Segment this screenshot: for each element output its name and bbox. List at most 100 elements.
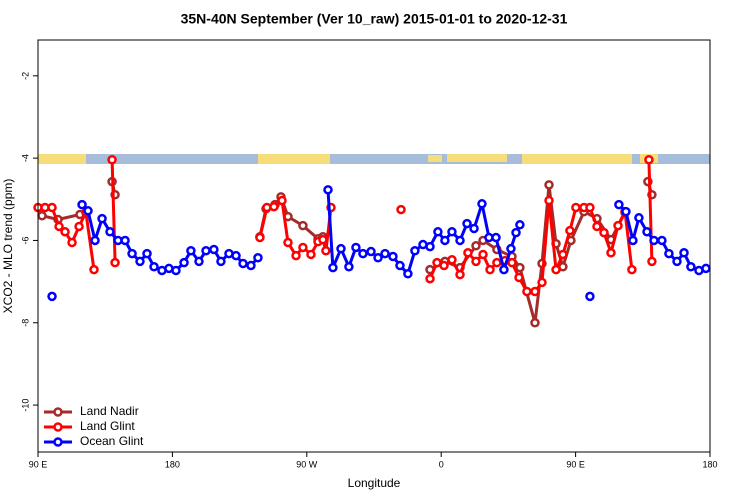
data-point	[90, 235, 100, 246]
data-point	[628, 235, 638, 246]
data-point	[396, 204, 406, 215]
data-point	[67, 237, 77, 248]
data-point	[120, 235, 130, 246]
data-point	[344, 262, 354, 272]
data-point	[471, 256, 481, 267]
data-point	[477, 199, 487, 209]
data-point	[672, 256, 682, 267]
y-tick-label: -2	[20, 72, 30, 80]
data-point	[142, 248, 152, 259]
data-point	[642, 227, 652, 237]
data-point	[515, 220, 525, 230]
data-point	[127, 248, 137, 259]
data-point	[89, 264, 99, 275]
data-point	[530, 286, 540, 297]
data-point	[105, 227, 115, 237]
data-point	[246, 260, 256, 271]
data-point	[194, 256, 204, 267]
data-point	[216, 256, 226, 267]
data-point	[657, 235, 667, 246]
data-point	[238, 258, 248, 269]
data-point	[491, 232, 501, 243]
y-tick-label: -8	[20, 319, 30, 327]
data-point	[37, 210, 47, 221]
x-tick-label: 180	[702, 459, 717, 469]
data-point	[97, 213, 107, 224]
data-point	[283, 237, 293, 248]
data-point	[613, 220, 623, 231]
data-point	[110, 257, 120, 268]
x-tick-label: 90 W	[296, 459, 318, 469]
x-tick-label: 90 E	[566, 459, 585, 469]
data-point	[644, 155, 654, 165]
data-point	[149, 262, 159, 272]
data-point	[318, 234, 328, 245]
data-point	[336, 243, 346, 254]
data-point	[358, 248, 368, 259]
data-point	[447, 255, 457, 265]
data-point	[455, 235, 465, 246]
chart-title: 35N-40N September (Ver 10_raw) 2015-01-0…	[181, 11, 568, 27]
legend-marker	[53, 437, 63, 447]
data-point	[647, 256, 657, 267]
data-point	[544, 180, 554, 190]
data-point	[425, 273, 435, 284]
data-point	[366, 246, 376, 257]
surface-strip	[38, 154, 710, 164]
data-point	[77, 199, 87, 210]
data-point	[277, 195, 287, 206]
data-point	[478, 249, 488, 260]
plot-area	[33, 155, 711, 328]
data-point	[54, 221, 64, 232]
data-point	[380, 248, 390, 259]
data-point	[425, 241, 435, 252]
data-point	[135, 256, 145, 267]
legend-marker	[53, 407, 63, 417]
data-point	[388, 251, 398, 262]
data-point	[440, 235, 450, 246]
data-point	[253, 252, 263, 263]
legend-label: Land Nadir	[80, 404, 139, 418]
data-point	[83, 206, 93, 216]
data-point	[537, 277, 547, 288]
data-point	[627, 264, 637, 275]
data-point	[558, 249, 568, 260]
data-point	[439, 260, 449, 271]
data-point	[585, 291, 595, 302]
data-point	[492, 257, 502, 268]
y-tick-label: -10	[20, 399, 30, 412]
data-point	[455, 269, 465, 280]
data-point	[351, 242, 361, 253]
x-axis-label: Longitude	[348, 476, 401, 490]
y-tick-label: -4	[20, 154, 30, 162]
data-point	[515, 262, 525, 273]
data-point	[255, 232, 265, 243]
data-point	[551, 264, 561, 275]
series-line	[81, 189, 707, 276]
legend-label: Ocean Glint	[80, 434, 144, 448]
data-point	[471, 241, 481, 251]
data-point	[47, 291, 57, 302]
data-point	[679, 248, 689, 258]
plot-frame	[37, 39, 711, 453]
y-axis-label: XCO2 - MLO trend (ppm)	[1, 179, 15, 314]
legend-label: Land Glint	[80, 419, 135, 433]
data-point	[201, 245, 211, 256]
data-point	[395, 260, 405, 271]
data-point	[47, 202, 57, 213]
data-point	[463, 248, 473, 258]
data-point	[634, 213, 644, 223]
data-point	[614, 199, 624, 210]
data-point	[599, 227, 609, 238]
data-point	[433, 227, 443, 237]
data-point	[447, 227, 457, 237]
data-point	[323, 185, 333, 195]
data-point	[231, 250, 241, 261]
data-point	[328, 262, 338, 273]
data-point	[514, 272, 524, 283]
data-point	[74, 221, 84, 232]
data-point	[269, 201, 279, 212]
data-point	[60, 227, 70, 237]
data-point	[171, 265, 181, 276]
data-point	[649, 235, 659, 246]
